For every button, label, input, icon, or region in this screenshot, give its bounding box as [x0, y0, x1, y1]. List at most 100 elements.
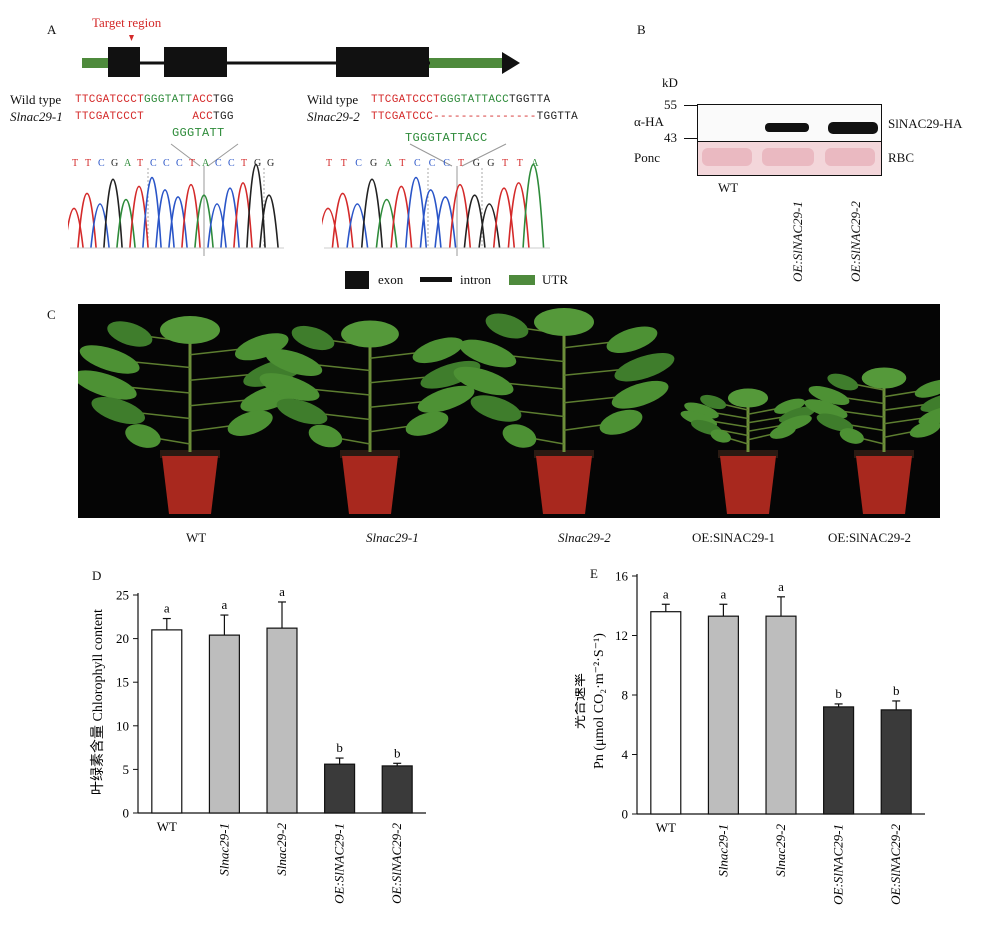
legend-exon-label: exon — [378, 272, 404, 287]
category-label: Slnac29-1 — [715, 824, 730, 877]
leaf — [914, 379, 940, 398]
target-region-label: Target region — [92, 15, 162, 30]
legend-utr-label: UTR — [542, 272, 568, 287]
category-label: OE:SlNAC29-1 — [332, 823, 347, 904]
trace-peak — [181, 183, 201, 249]
panel-e-letter: E — [590, 566, 598, 581]
significance-label: a — [222, 597, 228, 612]
pot-soil — [160, 450, 220, 458]
trace-peak — [246, 163, 266, 249]
pot-soil — [718, 450, 778, 458]
y-axis-title-cn: 光合速率 — [575, 673, 588, 729]
trace-peak — [346, 203, 369, 249]
y-tick-label: 0 — [123, 806, 130, 821]
chart-e-photosynthesis: 0 4 8 12 16 a WT a Slnac29-1 a Slnac29-2 b OE:SlNAC2… — [575, 569, 925, 905]
ponceau-stain — [697, 141, 882, 176]
leaf — [502, 424, 537, 448]
trace-peak — [404, 176, 428, 249]
leaf — [485, 313, 529, 339]
significance-label: a — [778, 579, 784, 594]
trace-peak — [207, 203, 227, 249]
trace-peak — [90, 203, 110, 249]
exon-1 — [108, 47, 140, 77]
leaf — [470, 395, 522, 422]
leaf — [769, 424, 796, 439]
y-tick-label: 12 — [615, 628, 628, 643]
left-deleted-sequence: GGGTATT — [172, 126, 225, 140]
bar — [266, 627, 298, 814]
slnac29-ha-label: SlNAC29-HA — [888, 116, 963, 131]
pot — [162, 456, 218, 514]
leaf — [107, 321, 153, 347]
trace-peak — [331, 192, 354, 249]
leaf-apex — [160, 316, 220, 344]
category-label: WT — [157, 819, 177, 834]
significance-label: a — [663, 586, 669, 601]
category-label: WT — [656, 820, 676, 835]
leaf — [265, 348, 323, 377]
leaf — [227, 410, 273, 436]
bar — [650, 611, 682, 815]
legend-utr-swatch — [509, 275, 535, 285]
panel-c-letter: C — [47, 307, 56, 322]
category-label: OE:SlNAC29-2 — [389, 823, 404, 904]
trace-peak — [116, 198, 136, 249]
trace-peak — [220, 187, 240, 249]
panel-d-letter: D — [92, 568, 102, 583]
trace-peak — [103, 178, 123, 249]
right-mutant-label: Slnac29-2 — [307, 109, 360, 124]
trace-peak — [375, 198, 398, 249]
trace-peak — [507, 182, 530, 249]
significance-label: b — [835, 686, 842, 701]
y-tick-label: 4 — [622, 747, 629, 762]
plant-4 — [680, 388, 816, 514]
legend-intron-label: intron — [460, 272, 492, 287]
trace-peak — [360, 178, 384, 249]
leaf — [710, 429, 732, 443]
leaf — [827, 373, 859, 391]
leaf — [909, 420, 940, 438]
rbc-band-3 — [825, 148, 875, 166]
leaf — [291, 325, 335, 351]
caption-oe1: OE:SlNAC29-1 — [692, 530, 776, 545]
right-wt-sequence: TTCGATCCCTGGGTATTACCTGGTTA — [371, 94, 551, 106]
leaf — [417, 385, 475, 413]
ponc-label: Ponc — [634, 150, 660, 165]
rbc-band-1 — [702, 148, 752, 166]
chart-d-chlorophyll: 0 5 10 15 20 25 a WT a Slnac29-1 a Slnac29-2 b OE:SlN… — [90, 584, 426, 904]
leaf — [412, 337, 464, 364]
y-tick-label: 8 — [622, 688, 629, 703]
leaf — [920, 392, 940, 412]
leaf — [91, 396, 145, 425]
leaf — [459, 339, 517, 368]
bar — [381, 765, 413, 814]
rbc-band-2 — [762, 148, 814, 166]
trace-peak — [448, 183, 472, 249]
plant-photos — [78, 308, 940, 514]
leaf — [778, 406, 816, 423]
panel-b-letter: B — [637, 22, 646, 37]
y-axis-title: Pn (μmol CO₂·m⁻²·S⁻¹) — [592, 633, 607, 769]
trace-peak — [129, 185, 149, 249]
left-mutant-label: Slnac29-1 — [10, 109, 63, 124]
kd-label: kD — [662, 75, 678, 90]
leaf — [614, 353, 675, 382]
ha-band-2 — [828, 122, 878, 134]
marker-55: 55 — [664, 97, 677, 112]
trace-peak — [142, 176, 162, 249]
leaf — [79, 345, 140, 374]
direction-arrow-icon — [502, 52, 520, 74]
caption-slnac29-2: Slnac29-2 — [558, 530, 611, 545]
pot — [720, 456, 776, 514]
trace-peak — [478, 203, 501, 249]
trace-peak — [434, 196, 457, 249]
y-tick-label: 5 — [123, 762, 130, 777]
lane-oe2: OE:SlNAC29-2 — [848, 201, 863, 282]
left-mutant-sequence: TTCGATCCCT ACCTGG — [75, 111, 234, 123]
trace-peak — [419, 189, 442, 249]
leaf — [405, 411, 449, 436]
alpha-ha-label: α-HA — [634, 114, 664, 129]
bar — [823, 706, 855, 815]
